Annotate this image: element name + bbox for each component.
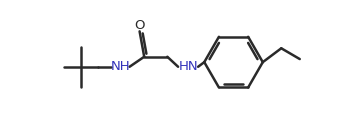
Text: O: O	[134, 19, 145, 32]
Text: NH: NH	[110, 60, 130, 73]
Text: HN: HN	[178, 60, 198, 73]
